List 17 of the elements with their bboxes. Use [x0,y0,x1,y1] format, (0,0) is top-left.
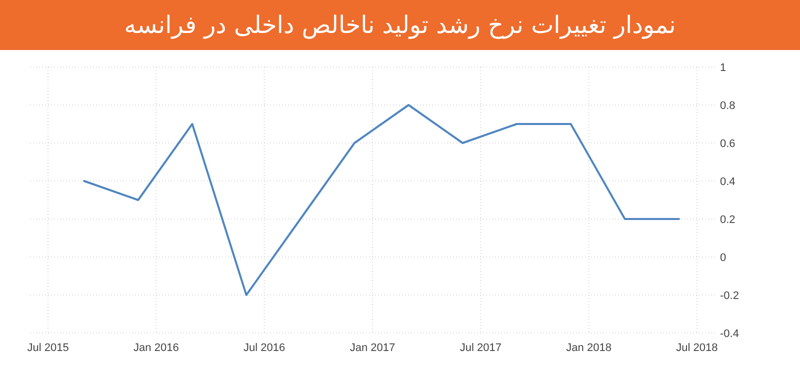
y-tick-label: 0.8 [720,100,736,112]
x-tick-label: Jul 2015 [27,342,69,354]
y-tick-label: 1 [720,62,726,74]
y-tick-label: 0.4 [720,176,736,188]
x-tick-label: Jan 2016 [134,342,179,354]
x-tick-label: Jul 2017 [460,342,502,354]
x-tick-label: Jul 2018 [676,342,718,354]
y-tick-label: -0.2 [720,290,739,302]
y-tick-label: 0 [720,252,726,264]
y-tick-label: -0.4 [720,328,739,340]
x-tick-label: Jan 2018 [566,342,612,354]
y-tick-label: 0.2 [720,214,736,226]
line-series [83,104,680,296]
chart-title: نمودار تغییرات نرخ رشد تولید ناخالص داخلی در فرانسه [124,11,676,39]
y-tick-label: 0.6 [720,138,736,150]
x-tick-label: Jan 2017 [350,342,396,354]
x-tick-label: Jul 2016 [244,342,286,354]
